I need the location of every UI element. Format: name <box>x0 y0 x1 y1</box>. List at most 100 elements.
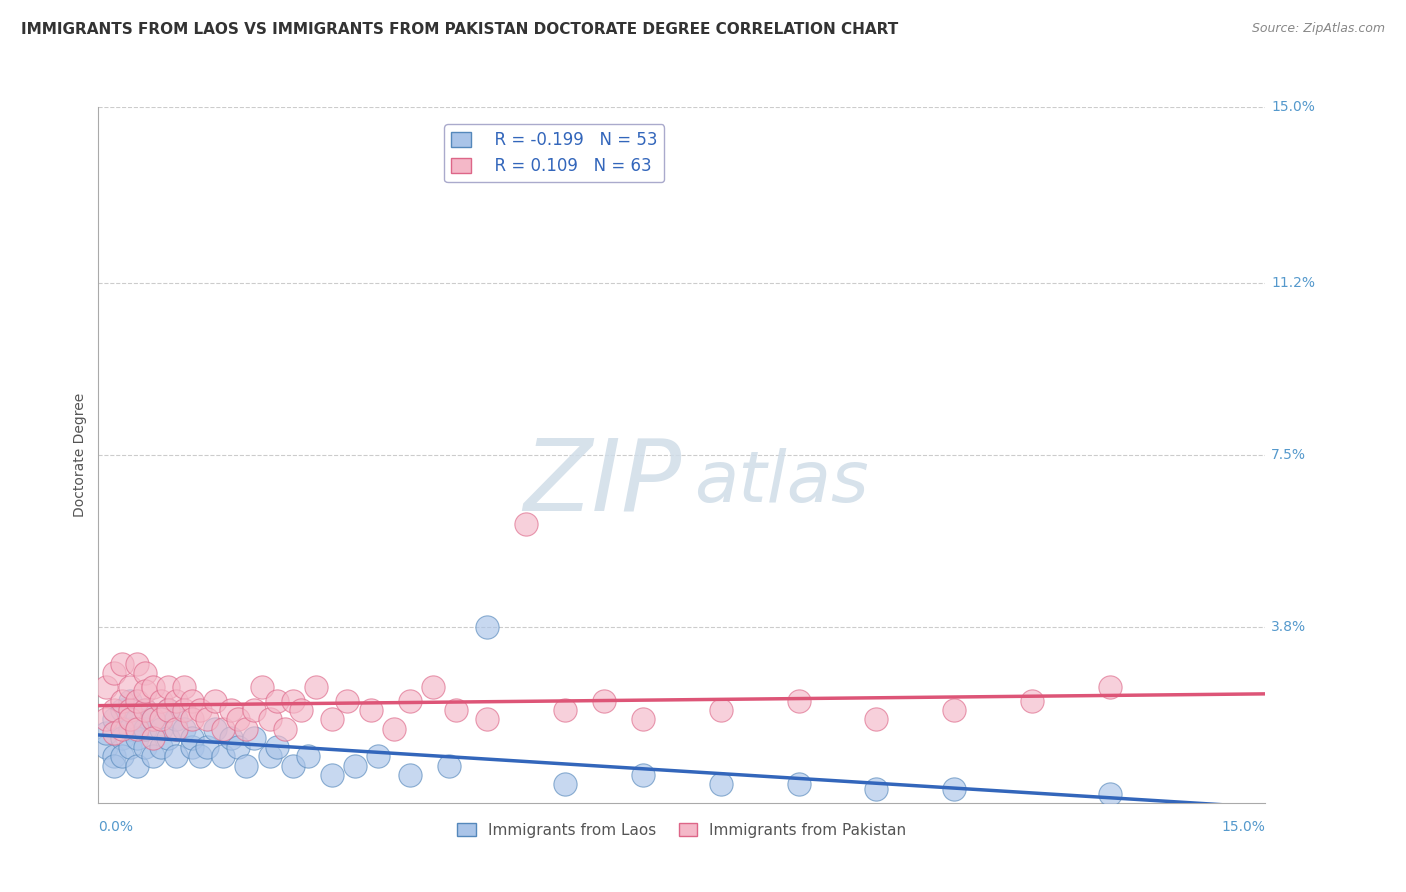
Point <box>446 703 468 717</box>
Point <box>195 740 218 755</box>
Point <box>111 749 134 764</box>
Point <box>437 758 460 772</box>
Point <box>118 712 141 726</box>
Point <box>281 694 304 708</box>
Point <box>943 703 966 717</box>
Point <box>111 657 134 671</box>
Point <box>228 712 250 726</box>
Point <box>111 722 134 736</box>
Point <box>281 758 304 772</box>
Text: 15.0%: 15.0% <box>1222 821 1265 834</box>
Point <box>134 703 156 717</box>
Text: 0.0%: 0.0% <box>98 821 134 834</box>
Point <box>259 712 281 726</box>
Point <box>180 731 202 745</box>
Point <box>710 777 733 791</box>
Point <box>344 758 367 772</box>
Point <box>134 703 156 717</box>
Point <box>382 722 405 736</box>
Point <box>865 781 887 796</box>
Point <box>250 680 273 694</box>
Point <box>219 703 242 717</box>
Point <box>212 749 235 764</box>
Point <box>173 722 195 736</box>
Point <box>134 722 156 736</box>
Point <box>142 712 165 726</box>
Point <box>118 722 141 736</box>
Point <box>259 749 281 764</box>
Point <box>865 712 887 726</box>
Point <box>111 703 134 717</box>
Point <box>157 703 180 717</box>
Point <box>212 722 235 736</box>
Point <box>195 712 218 726</box>
Point <box>274 722 297 736</box>
Point <box>943 781 966 796</box>
Point <box>554 703 576 717</box>
Text: IMMIGRANTS FROM LAOS VS IMMIGRANTS FROM PAKISTAN DOCTORATE DEGREE CORRELATION CH: IMMIGRANTS FROM LAOS VS IMMIGRANTS FROM … <box>21 22 898 37</box>
Text: 3.8%: 3.8% <box>1271 620 1306 633</box>
Legend: Immigrants from Laos, Immigrants from Pakistan: Immigrants from Laos, Immigrants from Pa… <box>451 816 912 844</box>
Point <box>142 731 165 745</box>
Point <box>305 680 328 694</box>
Point <box>243 703 266 717</box>
Point <box>157 731 180 745</box>
Point <box>228 740 250 755</box>
Point <box>142 680 165 694</box>
Point <box>127 657 149 671</box>
Point <box>111 694 134 708</box>
Point <box>149 712 172 726</box>
Point <box>134 684 156 698</box>
Point <box>149 740 172 755</box>
Point <box>477 619 499 633</box>
Point <box>180 694 202 708</box>
Point <box>127 722 149 736</box>
Point <box>165 749 187 764</box>
Point <box>188 703 211 717</box>
Point <box>180 712 202 726</box>
Point <box>165 722 187 736</box>
Point <box>422 680 444 694</box>
Point <box>165 712 187 726</box>
Point <box>290 703 312 717</box>
Point <box>336 694 359 708</box>
Text: 11.2%: 11.2% <box>1271 277 1315 290</box>
Point <box>157 680 180 694</box>
Point <box>1098 680 1121 694</box>
Point <box>111 731 134 745</box>
Point <box>360 703 382 717</box>
Point <box>142 712 165 726</box>
Point <box>96 712 118 726</box>
Text: 7.5%: 7.5% <box>1271 448 1306 462</box>
Point <box>710 703 733 717</box>
Point <box>127 758 149 772</box>
Point <box>134 665 156 680</box>
Point <box>118 703 141 717</box>
Y-axis label: Doctorate Degree: Doctorate Degree <box>73 392 87 517</box>
Point <box>266 694 288 708</box>
Point <box>787 694 810 708</box>
Point <box>554 777 576 791</box>
Point <box>103 703 125 717</box>
Point <box>1098 787 1121 801</box>
Point <box>165 694 187 708</box>
Point <box>118 694 141 708</box>
Point <box>118 680 141 694</box>
Point <box>266 740 288 755</box>
Point <box>235 758 257 772</box>
Point <box>631 712 654 726</box>
Point <box>127 694 149 708</box>
Point <box>787 777 810 791</box>
Point <box>149 722 172 736</box>
Point <box>593 694 616 708</box>
Point <box>149 694 172 708</box>
Point <box>96 740 118 755</box>
Point <box>297 749 319 764</box>
Point <box>127 731 149 745</box>
Point <box>398 694 420 708</box>
Point <box>321 712 343 726</box>
Point <box>515 517 537 532</box>
Point <box>134 740 156 755</box>
Point <box>398 768 420 782</box>
Point <box>173 680 195 694</box>
